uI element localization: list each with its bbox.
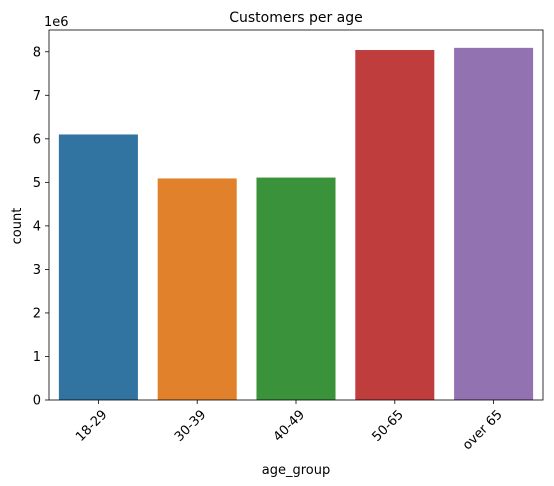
bar-over-65 <box>454 47 534 401</box>
y-tick-label: 2 <box>33 306 41 321</box>
x-axis-ticks: 18-29 30-39 40-49 50-65 over 65 <box>73 400 506 453</box>
bars-group <box>58 47 534 401</box>
y-axis-title: count <box>10 208 25 245</box>
x-tick-label: over 65 <box>460 407 506 453</box>
y-tick-label: 7 <box>33 89 41 104</box>
y-tick-label: 1 <box>33 350 41 365</box>
y-tick-label: 8 <box>33 45 41 60</box>
bar-18-29 <box>58 134 138 400</box>
y-axis-offset-label: 1e6 <box>44 15 69 30</box>
y-tick-label: 5 <box>33 176 41 191</box>
y-tick-label: 4 <box>33 219 41 234</box>
chart-title: Customers per age <box>229 10 363 26</box>
bar-30-39 <box>157 178 237 400</box>
plot-frame <box>48 29 544 401</box>
bar-50-65 <box>355 50 435 400</box>
y-axis-ticks: 0 1 2 3 4 5 6 7 8 <box>33 45 49 409</box>
x-tick-label: 40-49 <box>271 407 308 444</box>
y-tick-label: 6 <box>33 132 41 147</box>
y-tick-label: 3 <box>33 263 41 278</box>
y-tick-label: 0 <box>33 394 41 409</box>
x-tick-label: 30-39 <box>172 407 209 444</box>
x-tick-label: 50-65 <box>370 407 407 444</box>
bar-40-49 <box>256 177 336 400</box>
x-axis-title: age_group <box>262 463 330 478</box>
x-tick-label: 18-29 <box>73 407 110 444</box>
